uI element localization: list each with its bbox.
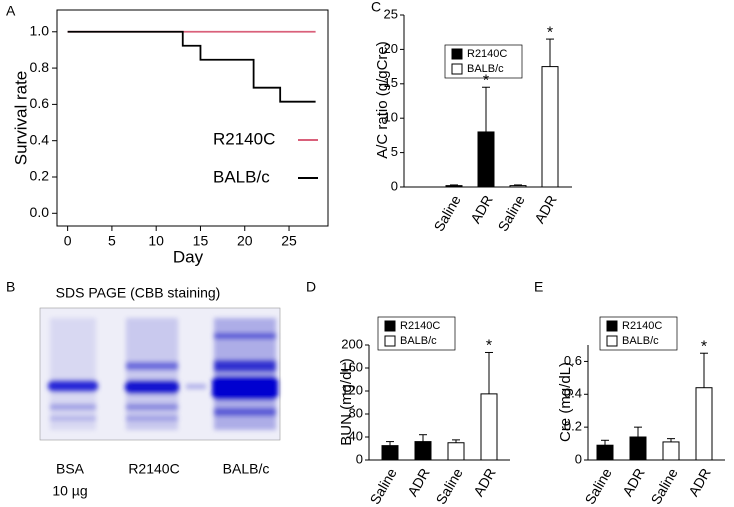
bar: [695, 387, 713, 461]
y-tick-label: 0.2: [30, 168, 50, 184]
y-tick-label: 0.0: [30, 204, 50, 220]
y-tick-label: 0: [356, 451, 363, 466]
x-tick-label: Saline: [581, 465, 614, 507]
x-tick-label: Saline: [494, 192, 527, 234]
y-tick-label: 25: [384, 6, 398, 21]
y-tick-label: 0: [391, 178, 398, 193]
x-tick-label: ADR: [619, 465, 648, 499]
y-tick-label: 80: [349, 405, 363, 420]
y-tick-label: 10: [384, 110, 398, 125]
x-tick-label: 15: [193, 233, 209, 249]
significance-mark: *: [701, 338, 707, 355]
lane-label: R2140C: [128, 461, 179, 477]
legend-label: R2140C: [213, 129, 275, 148]
y-tick-label: 0: [575, 451, 582, 466]
bar: [541, 66, 559, 188]
y-axis-label: BUN (mg/dL): [338, 358, 355, 446]
bar: [662, 441, 680, 461]
panel-label: A: [6, 3, 16, 19]
y-tick-label: 160: [341, 359, 363, 374]
y-tick-label: 1.0: [30, 22, 50, 38]
legend-label: BALB/c: [213, 167, 270, 186]
y-tick-label: 120: [341, 382, 363, 397]
significance-mark: *: [547, 24, 553, 41]
y-axis-label: Survival rate: [11, 71, 30, 165]
panel-label: D: [306, 279, 316, 295]
x-tick-label: ADR: [404, 465, 433, 499]
y-tick-label: 200: [341, 336, 363, 351]
x-tick-label: ADR: [470, 465, 499, 499]
lane-label: BSA: [56, 461, 85, 477]
x-tick-label: 5: [108, 233, 116, 249]
legend-swatch: [606, 320, 618, 332]
gel-image: [39, 307, 281, 441]
y-tick-label: 0.8: [30, 59, 50, 75]
x-tick-label: 25: [281, 233, 297, 249]
survival-line: [67, 30, 316, 103]
panel-label: E: [534, 279, 543, 295]
x-tick-label: Saline: [647, 465, 680, 507]
legend-label: R2140C: [467, 48, 507, 60]
x-tick-label: Saline: [430, 192, 463, 234]
legend-swatch: [384, 320, 396, 332]
legend-label: BALB/c: [467, 63, 504, 75]
panel-label: B: [6, 279, 15, 295]
x-tick-label: 20: [237, 233, 253, 249]
bar: [629, 436, 647, 461]
y-tick-label: 40: [349, 428, 363, 443]
x-axis-label: Day: [173, 247, 204, 266]
legend-swatch: [451, 48, 463, 60]
gel-title: SDS PAGE (CBB staining): [56, 285, 221, 301]
y-axis-label: A/C ratio (g/gCre): [374, 41, 391, 159]
y-axis-label: Cre (mg/dL): [557, 362, 574, 442]
y-tick-label: 0.6: [30, 95, 50, 111]
x-tick-label: 0: [64, 233, 72, 249]
plot-frame: [56, 9, 329, 227]
x-tick-label: Saline: [432, 465, 465, 507]
bar: [596, 444, 614, 461]
lane-label: BALB/c: [223, 461, 270, 477]
legend-label: BALB/c: [400, 335, 437, 347]
y-tick-label: 0.4: [30, 131, 50, 147]
x-tick-label: ADR: [531, 192, 560, 226]
lane-label: 10 µg: [52, 483, 87, 499]
bar: [445, 185, 463, 188]
bar: [381, 445, 399, 461]
significance-mark: *: [486, 338, 492, 355]
x-tick-label: ADR: [467, 192, 496, 226]
x-tick-label: ADR: [685, 465, 714, 499]
legend-swatch: [384, 335, 396, 347]
legend-label: R2140C: [400, 320, 440, 332]
significance-mark: *: [483, 72, 489, 89]
panel-label: C: [371, 0, 381, 15]
y-tick-label: 20: [384, 41, 398, 56]
y-tick-label: 15: [384, 75, 398, 90]
y-tick-label: 5: [391, 144, 398, 159]
y-tick-label: 0.6: [564, 353, 582, 368]
legend-label: BALB/c: [622, 335, 659, 347]
x-tick-label: Saline: [366, 465, 399, 507]
bar: [480, 393, 498, 461]
y-tick-label: 0.4: [564, 386, 582, 401]
legend-swatch: [451, 63, 463, 75]
legend-swatch: [606, 335, 618, 347]
y-tick-label: 0.2: [564, 419, 582, 434]
bar: [509, 185, 527, 188]
bar: [477, 131, 495, 188]
legend-label: R2140C: [622, 320, 662, 332]
bar: [447, 442, 465, 461]
x-tick-label: 10: [148, 233, 164, 249]
bar: [414, 441, 432, 461]
